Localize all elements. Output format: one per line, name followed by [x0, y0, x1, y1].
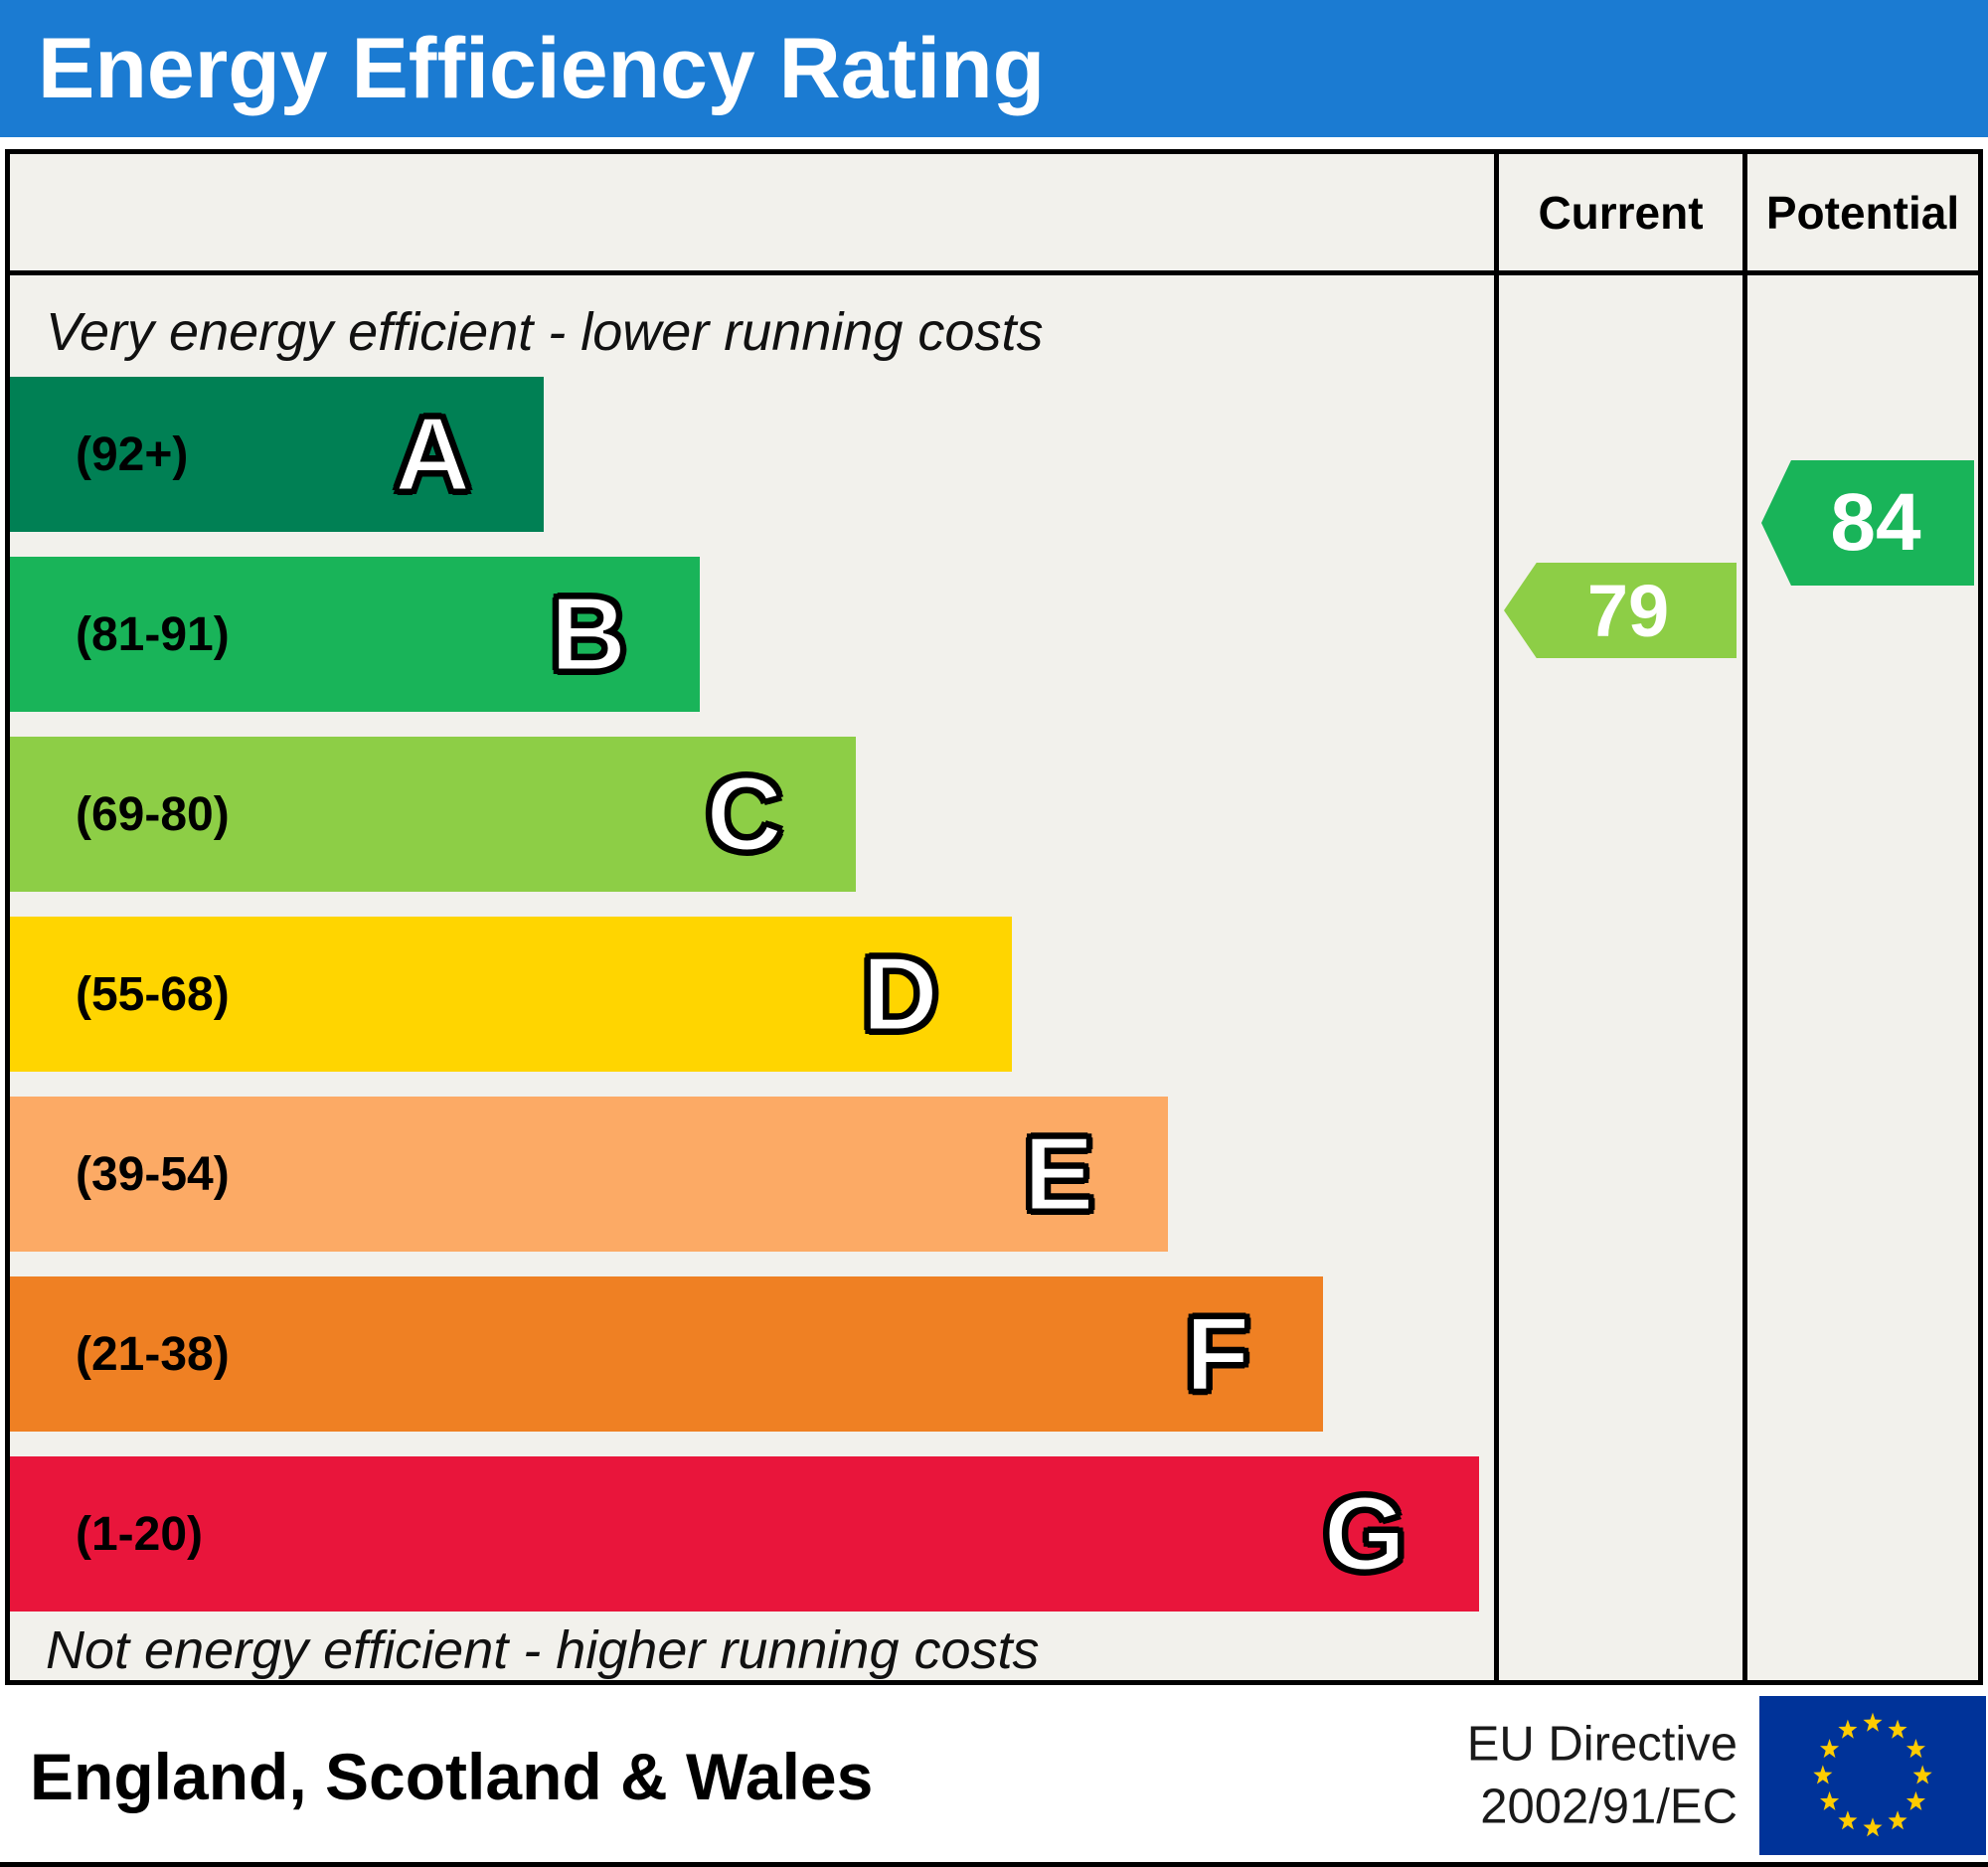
band-bar-c: (69-80) C: [10, 737, 856, 892]
current-rating-value: 79: [1586, 569, 1670, 652]
band-bar-d: (55-68) D: [10, 917, 1012, 1072]
current-column-header: Current: [1494, 154, 1742, 275]
band-row-g: (1-20) G: [10, 1456, 1494, 1612]
band-letter-d: D: [861, 935, 940, 1053]
band-row-e: (39-54) E: [10, 1097, 1494, 1252]
band-row-d: (55-68) D: [10, 917, 1494, 1072]
band-range-label-a: (92+): [76, 427, 189, 481]
potential-rating-value: 84: [1830, 477, 1921, 568]
band-letter-f: F: [1184, 1295, 1251, 1413]
bands-area: Very energy efficient - lower running co…: [10, 275, 1494, 1680]
eu-directive-line1: EU Directive: [1466, 1716, 1738, 1771]
bottom-note: Not energy efficient - higher running co…: [46, 1620, 1040, 1680]
band-range-label-f: (21-38): [76, 1327, 230, 1381]
band-bar-g: (1-20) G: [10, 1456, 1480, 1612]
footer: England, Scotland & Wales EU Directive 2…: [0, 1690, 1988, 1867]
band-bar-f: (21-38) F: [10, 1276, 1324, 1432]
page-title: Energy Efficiency Rating: [38, 21, 1046, 116]
chart-header-spacer: [10, 154, 1494, 275]
band-letter-e: E: [1022, 1115, 1095, 1233]
band-row-b: (81-91) B: [10, 557, 1494, 712]
band-row-f: (21-38) F: [10, 1276, 1494, 1432]
potential-rating-arrow: 84: [1761, 460, 1974, 586]
title-bar: Energy Efficiency Rating: [0, 0, 1988, 137]
band-row-a: (92+) A: [10, 377, 1494, 532]
band-range-label-e: (39-54): [76, 1147, 230, 1201]
epc-chart: Current Potential Very energy efficient …: [5, 149, 1983, 1685]
region-label: England, Scotland & Wales: [30, 1739, 874, 1813]
band-letter-b: B: [549, 576, 628, 693]
band-letter-a: A: [393, 396, 472, 513]
band-letter-c: C: [705, 756, 784, 873]
band-bar-a: (92+) A: [10, 377, 545, 532]
band-range-label-d: (55-68): [76, 967, 230, 1021]
eu-directive-line2: 2002/91/EC: [1480, 1780, 1738, 1834]
band-bar-e: (39-54) E: [10, 1097, 1168, 1252]
eu-directive-label: EU Directive 2002/91/EC: [1467, 1713, 1738, 1839]
band-range-label-c: (69-80): [76, 787, 230, 841]
band-row-c: (69-80) C: [10, 737, 1494, 892]
potential-column: 84: [1742, 275, 1978, 1680]
top-note: Very energy efficient - lower running co…: [46, 302, 1044, 362]
eu-flag-icon: [1759, 1696, 1986, 1855]
band-letter-g: G: [1322, 1475, 1407, 1593]
band-bar-b: (81-91) B: [10, 557, 701, 712]
band-range-label-b: (81-91): [76, 607, 230, 661]
current-column: 79: [1494, 275, 1742, 1680]
potential-column-header: Potential: [1742, 154, 1978, 275]
band-range-label-g: (1-20): [76, 1507, 204, 1561]
bands: (92+) A (81-91) B (69-80) C: [10, 377, 1494, 1612]
current-rating-arrow: 79: [1504, 563, 1737, 658]
